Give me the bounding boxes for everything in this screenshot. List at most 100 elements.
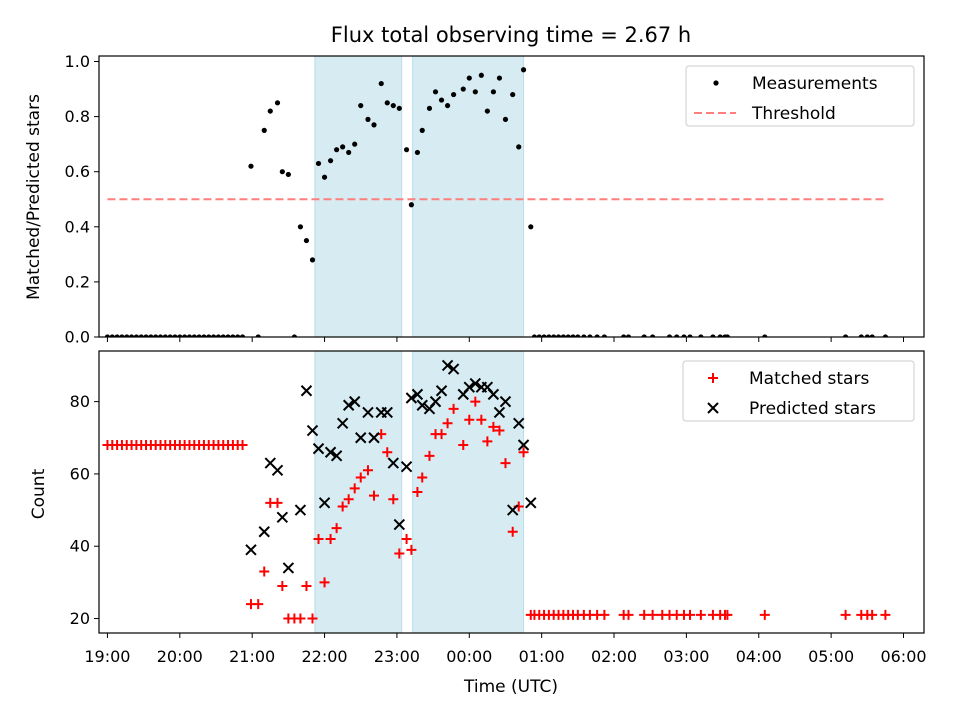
- matched-point: [313, 534, 324, 544]
- matched-point: [295, 613, 306, 624]
- predicted-point: [276, 511, 289, 524]
- measurement-point: [516, 144, 522, 150]
- y-tick-label: 20: [70, 609, 90, 628]
- measurement-point: [352, 141, 358, 147]
- measurement-point: [419, 127, 425, 133]
- matched-point: [406, 544, 417, 555]
- measurement-point: [321, 174, 328, 180]
- measurement-point: [267, 108, 273, 114]
- predicted-point: [506, 504, 519, 516]
- predicted-point: [487, 388, 500, 401]
- matched-point: [442, 418, 453, 429]
- predicted-point: [381, 406, 393, 419]
- x-tick-label: 19:00: [84, 647, 130, 666]
- measurement-point: [432, 89, 439, 95]
- x-tick-label: 20:00: [157, 647, 203, 666]
- predicted-point: [393, 518, 406, 531]
- y-tick-label: 0.0: [65, 328, 90, 347]
- measurement-point: [239, 334, 246, 337]
- highlight-span: [314, 350, 403, 634]
- predicted-point: [411, 388, 424, 401]
- measurement-point: [528, 224, 534, 230]
- predicted-point: [435, 385, 448, 397]
- matched-point: [277, 581, 288, 591]
- measurement-point: [472, 89, 478, 95]
- predicted-point: [387, 457, 400, 469]
- measurement-point: [390, 102, 396, 109]
- measurement-point: [309, 257, 316, 263]
- matched-point: [369, 490, 379, 501]
- predicted-point: [493, 406, 506, 419]
- predicted-point: [258, 526, 270, 538]
- measurement-point: [327, 158, 334, 164]
- measurement-point: [128, 334, 135, 337]
- measurement-point: [365, 116, 371, 122]
- predicted-point: [405, 392, 418, 404]
- measurement-point: [378, 80, 384, 87]
- measurement-point: [426, 105, 433, 111]
- matched-point: [319, 577, 330, 588]
- measurement-point: [358, 102, 364, 109]
- matched-point: [722, 609, 733, 620]
- measurement-point: [575, 334, 581, 337]
- measurement-point: [587, 334, 593, 337]
- predicted-point: [499, 395, 512, 408]
- measurement-point: [255, 334, 261, 337]
- legend: Measurements Threshold: [685, 65, 915, 127]
- y-tick-label: 0.2: [65, 272, 90, 291]
- measurement-point: [315, 160, 322, 167]
- matched-point: [500, 458, 511, 469]
- series-group: [102, 359, 891, 624]
- measurement-point: [196, 334, 202, 337]
- measurement-point: [869, 334, 875, 337]
- matched-point: [685, 609, 696, 620]
- measurement-point: [555, 334, 562, 337]
- measurement-point: [762, 334, 768, 337]
- y-tick-label: 0.4: [65, 217, 90, 236]
- matched-point: [488, 421, 499, 432]
- measurement-point: [536, 334, 542, 337]
- panel-1: 0.0 0.2 0.4 0.6 0.8 1.0 Measurements Threshold: [65, 52, 925, 347]
- measurement-point: [303, 237, 310, 244]
- matched-point: [507, 526, 518, 537]
- matched-point: [623, 609, 634, 620]
- measurement-point: [104, 334, 111, 337]
- matched-point: [331, 523, 342, 534]
- measurement-point: [594, 334, 600, 337]
- predicted-point: [271, 464, 284, 477]
- y-tick-label: 1.0: [65, 52, 90, 71]
- x-tick-label: 21:00: [229, 647, 275, 666]
- predicted-point: [362, 406, 374, 419]
- measurement-point: [167, 334, 173, 337]
- measurement-point: [451, 91, 457, 98]
- highlight-span: [412, 55, 525, 338]
- matched-point: [482, 436, 493, 447]
- x-tick-label: 02:00: [591, 647, 637, 666]
- measurement-point: [261, 127, 267, 133]
- measurement-point: [215, 334, 222, 337]
- x-tick-label: 03:00: [663, 647, 709, 666]
- measurement-point: [710, 334, 716, 337]
- predicted-point: [336, 417, 349, 430]
- measurement-point: [858, 334, 864, 337]
- legend: Matched stars Predicted stars: [682, 360, 915, 422]
- measurement-point: [403, 147, 410, 153]
- predicted-point: [245, 544, 257, 556]
- matched-point: [355, 472, 366, 483]
- measurement-point: [191, 334, 197, 337]
- matched-point: [253, 599, 264, 610]
- y-tick-label: 60: [70, 464, 90, 483]
- measurement-point: [182, 334, 188, 337]
- measurement-point: [148, 334, 154, 337]
- predicted-point: [441, 359, 454, 372]
- matched-point: [259, 566, 270, 577]
- matched-point: [272, 497, 283, 508]
- measurement-point: [230, 334, 236, 337]
- matched-point: [349, 483, 360, 494]
- measurement-point: [502, 116, 509, 122]
- predicted-point: [416, 399, 428, 411]
- measurement-point: [625, 334, 632, 337]
- measurement-point: [162, 334, 168, 337]
- predicted-point: [429, 395, 442, 408]
- measurement-point: [334, 147, 340, 153]
